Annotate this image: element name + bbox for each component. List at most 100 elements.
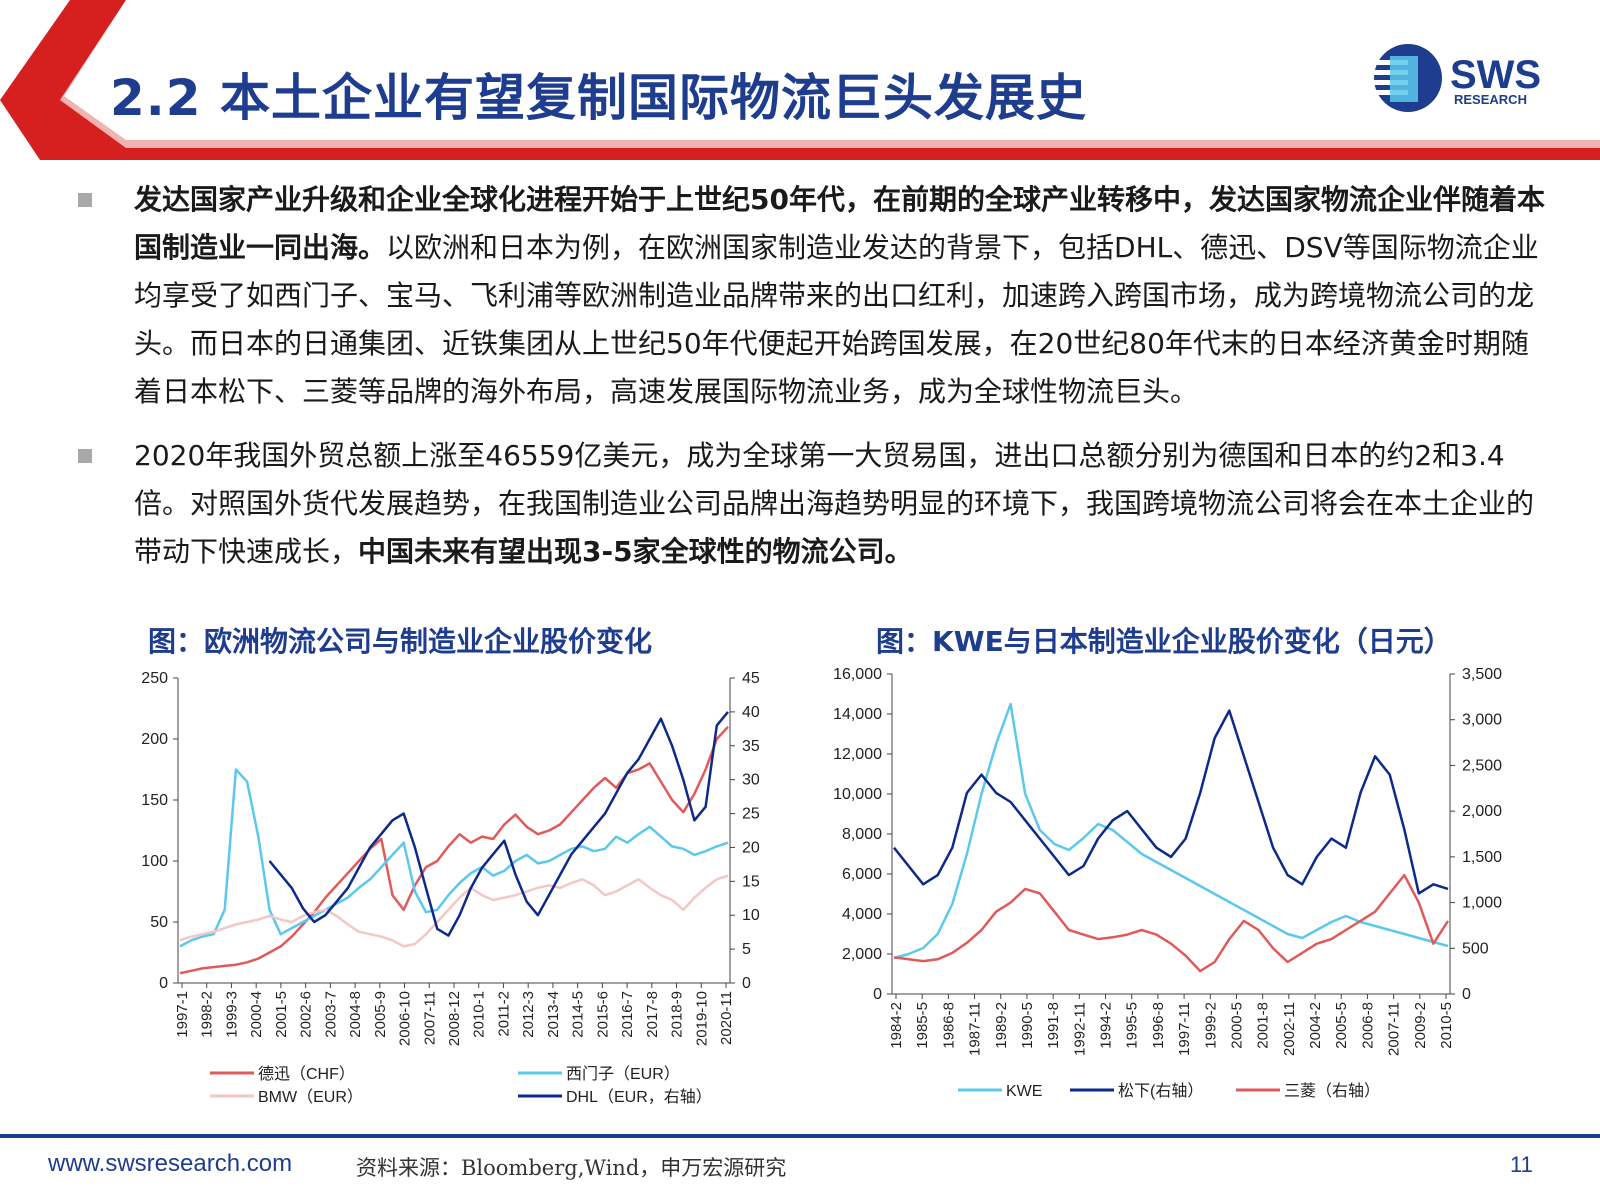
y-right-tick-label: 35 bbox=[742, 738, 760, 755]
x-tick-label: 2020-11 bbox=[718, 991, 735, 1045]
bullet-square-icon bbox=[78, 193, 92, 207]
y-left-tick-label: 16,000 bbox=[833, 668, 882, 683]
x-tick-label: 1995-5 bbox=[1124, 1002, 1141, 1049]
series-line-2 bbox=[179, 874, 729, 948]
x-tick-label: 1992-11 bbox=[1071, 1002, 1088, 1056]
y-right-tick-label: 10 bbox=[742, 907, 760, 924]
chart-europe: 0 50 100 150 200 250 0 5 10 15 20 25 30 35 40 45 1997-1 1… bbox=[141, 670, 760, 1106]
y-left-tick-label: 8,000 bbox=[842, 826, 882, 843]
x-tick-label: 2002-6 bbox=[298, 991, 315, 1038]
x-tick-label: 1990-5 bbox=[1019, 1002, 1036, 1049]
x-tick-label: 2008-12 bbox=[446, 991, 463, 1046]
x-tick-label: 2011-2 bbox=[495, 991, 512, 1037]
x-tick-label: 2013-4 bbox=[545, 991, 562, 1038]
bullet-1-bold: 发达国家产业升级和企业全球化进程开始于上世纪50年代，在前期的全球产业转移中，发… bbox=[134, 183, 1545, 264]
x-tick-label: 2000-5 bbox=[1228, 1002, 1245, 1049]
x-tick-label: 2007-11 bbox=[421, 991, 438, 1045]
logo-text: SWS bbox=[1450, 53, 1541, 97]
x-tick-label: 1999-2 bbox=[1202, 1002, 1219, 1049]
y-left-tick-label: 0 bbox=[873, 986, 882, 1003]
x-tick-label: 1991-8 bbox=[1045, 1002, 1062, 1049]
y-left-tick-label: 12,000 bbox=[833, 746, 882, 763]
y-left-tick-label: 50 bbox=[150, 914, 168, 931]
x-tick-label: 2004-8 bbox=[347, 991, 364, 1038]
x-tick-label: 1999-3 bbox=[223, 991, 240, 1038]
y-right-tick-label: 1,500 bbox=[1462, 849, 1502, 866]
page-number: 11 bbox=[1510, 1152, 1533, 1177]
legend-label: 松下(右轴） bbox=[1118, 1082, 1203, 1100]
x-tick-label: 1985-5 bbox=[914, 1002, 931, 1049]
y-left-tick-label: 10,000 bbox=[833, 786, 882, 803]
x-tick-label: 1989-2 bbox=[993, 1002, 1010, 1049]
x-tick-label: 1997-11 bbox=[1176, 1002, 1193, 1056]
x-tick-label: 1997-1 bbox=[174, 991, 191, 1038]
sws-logo: SWS RESEARCH bbox=[1374, 44, 1541, 112]
y-right-tick-label: 2,500 bbox=[1462, 757, 1502, 774]
y-right-tick-label: 0 bbox=[1462, 986, 1471, 1003]
y-left-tick-label: 4,000 bbox=[842, 906, 882, 923]
y-left-tick-label: 2,000 bbox=[842, 946, 882, 963]
legend-label: KWE bbox=[1006, 1083, 1042, 1100]
y-right-tick-label: 1,000 bbox=[1462, 895, 1502, 912]
y-left-tick-label: 150 bbox=[141, 792, 168, 809]
x-tick-label: 1996-8 bbox=[1150, 1002, 1167, 1049]
header-band bbox=[0, 0, 1600, 160]
y-right-tick-label: 0 bbox=[742, 975, 751, 992]
x-tick-label: 2001-5 bbox=[273, 991, 290, 1038]
logo-subtext: RESEARCH bbox=[1454, 92, 1527, 107]
y-left-tick-label: 200 bbox=[141, 731, 168, 748]
x-tick-label: 2018-9 bbox=[669, 991, 686, 1038]
x-tick-label: 2001-8 bbox=[1255, 1002, 1272, 1049]
y-right-tick-label: 40 bbox=[742, 704, 760, 721]
footer-url[interactable]: www.swsresearch.com bbox=[48, 1150, 293, 1177]
x-tick-label: 2010-5 bbox=[1438, 1002, 1455, 1049]
legend-label: 德迅（CHF） bbox=[258, 1065, 355, 1083]
x-tick-label: 1998-2 bbox=[199, 991, 216, 1038]
y-right-tick-label: 15 bbox=[742, 873, 760, 890]
y-right-tick-label: 3,000 bbox=[1462, 712, 1502, 729]
y-right-tick-label: 3,500 bbox=[1462, 668, 1502, 683]
bullet-1: 发达国家产业升级和企业全球化进程开始于上世纪50年代，在前期的全球产业转移中，发… bbox=[78, 176, 1548, 416]
x-tick-label: 2010-1 bbox=[471, 991, 488, 1038]
legend-label: DHL（EUR，右轴） bbox=[566, 1088, 712, 1106]
x-tick-label: 2012-3 bbox=[520, 991, 537, 1038]
y-right-tick-label: 25 bbox=[742, 806, 760, 823]
bullet-2-bold: 中国未来有望出现3-5家全球性的物流公司。 bbox=[358, 535, 913, 568]
x-tick-label: 1994-2 bbox=[1098, 1002, 1115, 1049]
y-right-tick-label: 20 bbox=[742, 839, 760, 856]
bullet-2: 2020年我国外贸总额上涨至46559亿美元，成为全球第一大贸易国，进出口总额分… bbox=[78, 432, 1548, 576]
bullet-1-text: 以欧洲和日本为例，在欧洲国家制造业发达的背景下，包括DHL、德迅、DSV等国际物… bbox=[134, 231, 1539, 408]
bullet-2-text: 2020年我国外贸总额上涨至46559亿美元，成为全球第一大贸易国，进出口总额分… bbox=[134, 439, 1535, 568]
x-tick-label: 2015-6 bbox=[594, 991, 611, 1038]
footer-source: 资料来源：Bloomberg,Wind，申万宏源研究 bbox=[356, 1156, 787, 1180]
x-tick-label: 2017-8 bbox=[644, 991, 661, 1038]
x-tick-label: 1984-2 bbox=[888, 1002, 905, 1049]
chart-1-title: 图：欧洲物流公司与制造业企业股价变化 bbox=[148, 625, 653, 658]
y-right-tick-label: 30 bbox=[742, 772, 760, 789]
series-line-2 bbox=[893, 873, 1450, 973]
series-line-1 bbox=[179, 768, 729, 948]
x-tick-label: 1986-8 bbox=[940, 1002, 957, 1049]
x-tick-label: 2004-2 bbox=[1307, 1002, 1324, 1049]
series-line-0 bbox=[179, 725, 729, 975]
x-tick-label: 2006-10 bbox=[397, 991, 414, 1046]
x-tick-label: 2000-4 bbox=[248, 991, 265, 1038]
page-title: 2.2 本土企业有望复制国际物流巨头发展史 bbox=[110, 69, 1087, 127]
chart-2-title: 图：KWE与日本制造业企业股价变化（日元） bbox=[876, 625, 1452, 658]
x-tick-label: 2005-5 bbox=[1333, 1002, 1350, 1049]
x-tick-label: 2016-7 bbox=[619, 991, 636, 1038]
y-left-tick-label: 100 bbox=[141, 853, 168, 870]
y-right-tick-label: 500 bbox=[1462, 940, 1489, 957]
bullet-square-icon bbox=[78, 449, 92, 463]
x-tick-label: 2003-7 bbox=[322, 991, 339, 1038]
legend-label: BMW（EUR） bbox=[258, 1088, 363, 1106]
legend-label: 三菱（右轴） bbox=[1284, 1082, 1380, 1100]
y-right-tick-label: 2,000 bbox=[1462, 803, 1502, 820]
y-left-tick-label: 14,000 bbox=[833, 706, 882, 723]
x-tick-label: 2005-9 bbox=[372, 991, 389, 1038]
y-right-tick-label: 5 bbox=[742, 941, 751, 958]
x-tick-label: 1987-11 bbox=[967, 1002, 984, 1056]
chart-japan: 0 2,000 4,000 6,000 8,000 10,000 12,000 14,000 1… bbox=[833, 668, 1502, 1100]
x-tick-label: 2014-5 bbox=[570, 991, 587, 1038]
x-tick-label: 2019-10 bbox=[693, 991, 710, 1046]
